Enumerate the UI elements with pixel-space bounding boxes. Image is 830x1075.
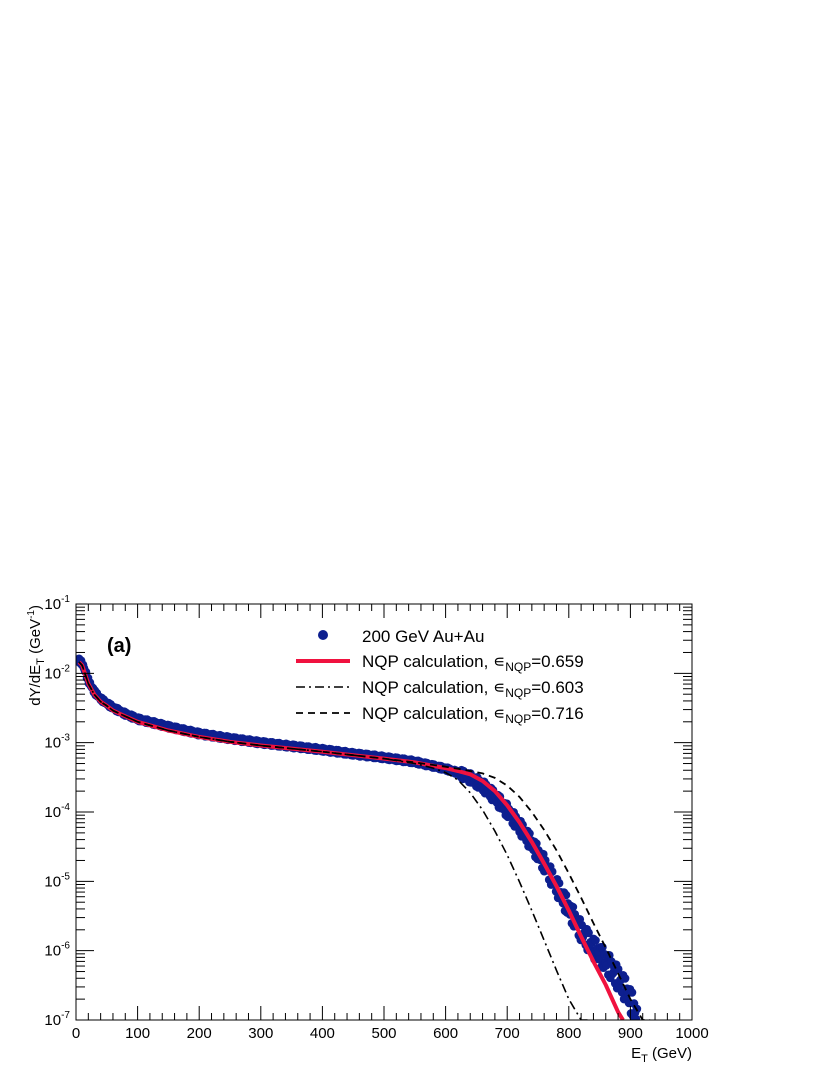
x-axis-title-sub: T bbox=[641, 1053, 648, 1065]
series-layer bbox=[76, 654, 651, 1020]
nqp-curve-0716 bbox=[78, 661, 651, 1020]
x-tick-label: 600 bbox=[433, 1025, 458, 1042]
legend-label-name: NQP calculation, bbox=[362, 704, 493, 723]
legend-label: NQP calculation, ∊NQP=0.659 bbox=[362, 652, 584, 674]
y-tick-label: 10-7 bbox=[44, 1010, 70, 1029]
y-tick-label: 10-1 bbox=[44, 594, 70, 613]
y-tick-base: 10 bbox=[44, 943, 61, 960]
x-tick-label: 400 bbox=[310, 1025, 335, 1042]
x-tick-label: 100 bbox=[125, 1025, 150, 1042]
legend-epsilon-sub: NQP bbox=[505, 712, 531, 726]
data-point bbox=[568, 902, 578, 912]
y-tick-base: 10 bbox=[44, 804, 61, 821]
y-tick-base: 10 bbox=[44, 1012, 61, 1029]
y-tick-label: 10-5 bbox=[44, 871, 70, 890]
legend-label-name: 200 GeV Au+Au bbox=[362, 627, 484, 646]
x-tick-label: 1000 bbox=[675, 1025, 708, 1042]
x-tick-label: 800 bbox=[556, 1025, 581, 1042]
legend-label-name: NQP calculation, bbox=[362, 678, 493, 697]
y-tick-base: 10 bbox=[44, 665, 61, 682]
y-tick-exponent: -1 bbox=[61, 594, 70, 605]
legend-epsilon-value: =0.716 bbox=[531, 704, 583, 723]
legend-epsilon-sub: NQP bbox=[505, 686, 531, 700]
legend-epsilon-symbol: ∊ bbox=[493, 652, 505, 671]
y-axis-title-sub: T bbox=[35, 658, 47, 665]
legend-marker bbox=[318, 630, 328, 640]
y-tick-label: 10-3 bbox=[44, 733, 70, 752]
y-axis-title: dY/dET (GeV-1) bbox=[26, 605, 47, 706]
y-tick-base: 10 bbox=[44, 596, 61, 613]
x-tick-label: 900 bbox=[618, 1025, 643, 1042]
y-tick-base: 10 bbox=[44, 873, 61, 890]
y-tick-label: 10-4 bbox=[44, 802, 70, 821]
y-tick-exponent: -2 bbox=[61, 663, 70, 674]
data-point bbox=[591, 936, 600, 945]
y-tick-exponent: -4 bbox=[61, 802, 70, 813]
legend-label-name: NQP calculation, bbox=[362, 652, 493, 671]
y-tick-label: 10-2 bbox=[44, 663, 70, 682]
legend-epsilon-value: =0.603 bbox=[531, 678, 583, 697]
x-tick-label: 500 bbox=[371, 1025, 396, 1042]
legend-epsilon-sub: NQP bbox=[505, 660, 531, 674]
panel-label: (a) bbox=[107, 635, 131, 657]
y-axis-title-main: dY/dE bbox=[27, 665, 44, 706]
x-axis-title-unit: (GeV) bbox=[648, 1045, 692, 1062]
x-axis-title-main: E bbox=[631, 1045, 641, 1062]
x-axis-title: ET (GeV) bbox=[631, 1045, 692, 1065]
data-point bbox=[613, 964, 623, 974]
y-axis-title-unit-pre: (GeV bbox=[27, 619, 44, 658]
y-tick-exponent: -7 bbox=[61, 1010, 70, 1021]
data-point bbox=[584, 928, 593, 938]
x-tick-label: 700 bbox=[495, 1025, 520, 1042]
legend-epsilon-value: =0.659 bbox=[531, 652, 583, 671]
legend-label: 200 GeV Au+Au bbox=[362, 627, 484, 646]
y-axis-title-unit-sup: -1 bbox=[26, 610, 37, 619]
y-tick-label: 10-6 bbox=[44, 941, 70, 960]
legend-label: NQP calculation, ∊NQP=0.603 bbox=[362, 678, 584, 700]
y-tick-exponent: -5 bbox=[61, 871, 70, 882]
y-tick-base: 10 bbox=[44, 735, 61, 752]
x-tick-label: 300 bbox=[248, 1025, 273, 1042]
tick-layer: 0 100 200 300 400 500 600 700 800 900 100010-710-6… bbox=[44, 594, 708, 1042]
data-point bbox=[627, 988, 637, 997]
legend-label: NQP calculation, ∊NQP=0.716 bbox=[362, 704, 584, 726]
data-point bbox=[620, 974, 630, 983]
legend-epsilon-symbol: ∊ bbox=[493, 678, 505, 697]
y-tick-exponent: -3 bbox=[61, 733, 70, 744]
y-tick-exponent: -6 bbox=[61, 941, 70, 952]
legend-epsilon-symbol: ∊ bbox=[493, 704, 505, 723]
y-axis-title-unit-post: ) bbox=[27, 605, 44, 610]
x-tick-label: 200 bbox=[187, 1025, 212, 1042]
x-tick-label: 0 bbox=[72, 1025, 80, 1042]
data-point bbox=[631, 1014, 641, 1020]
